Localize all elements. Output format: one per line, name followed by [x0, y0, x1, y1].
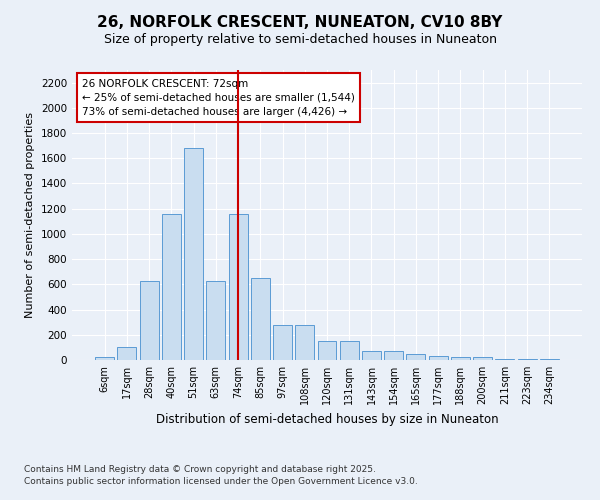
Bar — [340, 341, 359, 360]
Bar — [473, 358, 492, 360]
Bar — [451, 358, 470, 360]
Y-axis label: Number of semi-detached properties: Number of semi-detached properties — [25, 112, 35, 318]
Bar — [95, 358, 114, 360]
Bar — [384, 350, 403, 360]
Bar — [317, 341, 337, 360]
Bar — [118, 348, 136, 360]
Text: Contains HM Land Registry data © Crown copyright and database right 2025.: Contains HM Land Registry data © Crown c… — [24, 464, 376, 473]
X-axis label: Distribution of semi-detached houses by size in Nuneaton: Distribution of semi-detached houses by … — [155, 412, 499, 426]
Bar — [406, 354, 425, 360]
Text: 26, NORFOLK CRESCENT, NUNEATON, CV10 8BY: 26, NORFOLK CRESCENT, NUNEATON, CV10 8BY — [97, 15, 503, 30]
Bar — [540, 358, 559, 360]
Bar — [295, 324, 314, 360]
Text: Contains public sector information licensed under the Open Government Licence v3: Contains public sector information licen… — [24, 476, 418, 486]
Bar — [496, 358, 514, 360]
Bar — [429, 356, 448, 360]
Text: 26 NORFOLK CRESCENT: 72sqm
← 25% of semi-detached houses are smaller (1,544)
73%: 26 NORFOLK CRESCENT: 72sqm ← 25% of semi… — [82, 78, 355, 116]
Bar — [273, 324, 292, 360]
Bar — [184, 148, 203, 360]
Bar — [140, 280, 158, 360]
Text: Size of property relative to semi-detached houses in Nuneaton: Size of property relative to semi-detach… — [104, 34, 497, 46]
Bar — [251, 278, 270, 360]
Bar — [162, 214, 181, 360]
Bar — [518, 358, 536, 360]
Bar — [206, 280, 225, 360]
Bar — [362, 350, 381, 360]
Bar — [229, 214, 248, 360]
